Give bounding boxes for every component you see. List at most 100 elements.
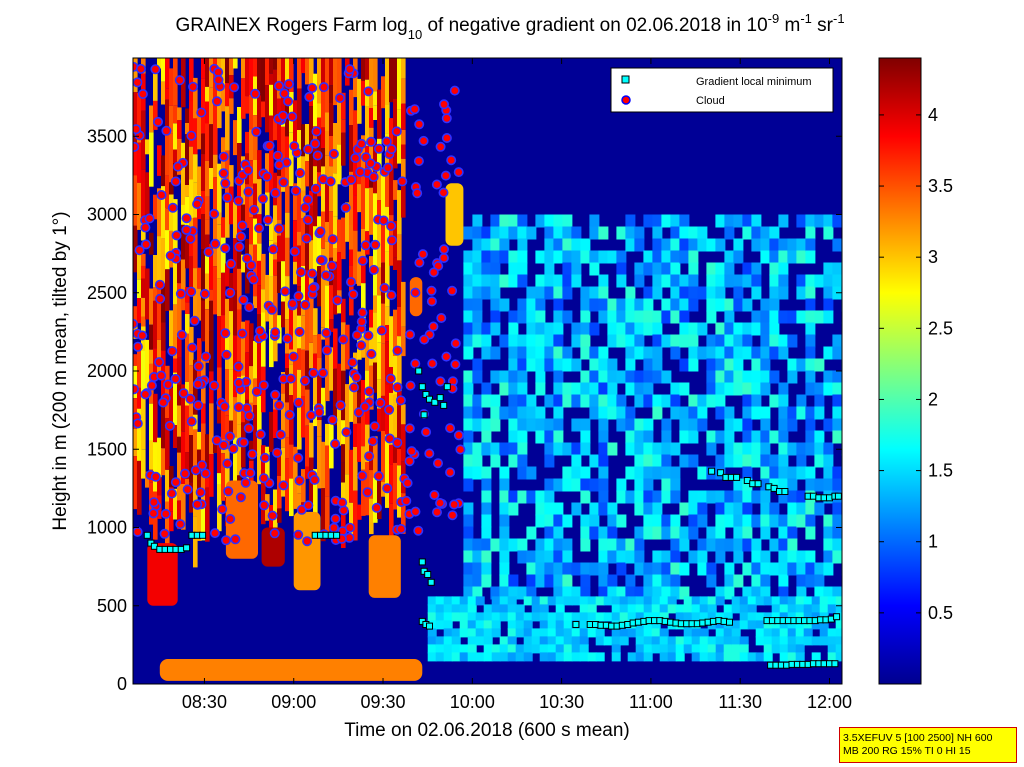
streak-cell — [257, 95, 262, 128]
streak-cell — [181, 142, 186, 159]
cloud-marker — [308, 367, 319, 378]
streak-cell — [389, 118, 394, 153]
haze-cell — [724, 334, 735, 348]
haze-cell — [472, 262, 483, 276]
streak-cell — [245, 58, 250, 97]
streak-cell — [141, 169, 146, 222]
y-tick-label: 3000 — [87, 205, 127, 225]
streak-cell — [185, 185, 190, 197]
cloud-marker — [438, 99, 449, 110]
haze-cell — [535, 514, 546, 528]
cloud-marker — [366, 348, 377, 359]
mixed-layer-cell — [459, 644, 469, 654]
streak-cell — [205, 58, 210, 87]
haze-cell — [733, 574, 744, 588]
haze-cell — [760, 358, 771, 372]
cloud-marker — [384, 433, 395, 444]
streak-cell — [161, 58, 166, 82]
haze-cell — [724, 502, 735, 516]
haze-cell — [499, 442, 510, 456]
streak-cell — [257, 260, 262, 286]
cloud-marker — [233, 402, 244, 413]
haze-cell — [742, 394, 753, 408]
cloud-marker — [190, 465, 201, 476]
streak-cell — [381, 220, 386, 263]
haze-cell — [733, 346, 744, 360]
haze-cell — [805, 502, 816, 516]
haze-cell — [508, 370, 519, 384]
gradient-minimum-marker — [420, 411, 428, 419]
streak-cell — [257, 226, 262, 244]
haze-cell — [706, 490, 717, 504]
streak-cell — [189, 239, 194, 257]
gradient-minimum-marker — [443, 383, 451, 391]
mixed-layer-cell — [835, 596, 842, 606]
cloud-marker — [308, 282, 319, 293]
cloud-marker — [363, 86, 374, 97]
gradient-minimum-marker — [572, 621, 580, 628]
streak-cell — [341, 217, 346, 260]
haze-cell — [472, 586, 483, 600]
haze-cell — [751, 430, 762, 444]
cloud-marker — [150, 64, 161, 75]
mixed-layer-cell — [523, 636, 533, 646]
streak-cell — [245, 184, 250, 228]
streak-cell — [317, 58, 322, 104]
haze-cell — [526, 298, 537, 312]
haze-cell — [463, 562, 474, 576]
mixed-layer-cell — [723, 644, 733, 654]
haze-cell — [715, 490, 726, 504]
streak-cell — [321, 148, 326, 167]
haze-cell — [517, 250, 528, 264]
haze-cell — [517, 490, 528, 504]
cloud-marker — [133, 341, 143, 352]
haze-cell — [724, 370, 735, 384]
haze-cell — [652, 214, 663, 228]
mixed-layer-cell — [755, 596, 765, 606]
cloud-marker — [159, 528, 170, 539]
haze-cell — [751, 406, 762, 420]
cloud-marker — [274, 159, 285, 170]
haze-cell — [643, 478, 654, 492]
haze-cell — [499, 550, 510, 564]
haze-cell — [841, 478, 842, 492]
haze-cell — [805, 214, 816, 228]
streak-cell — [249, 94, 254, 130]
streak-cell — [361, 410, 366, 447]
haze-cell — [643, 382, 654, 396]
cloud-marker — [300, 202, 311, 213]
haze-cell — [715, 274, 726, 288]
haze-cell — [463, 406, 474, 420]
streak-cell — [309, 141, 314, 191]
haze-cell — [823, 346, 834, 360]
haze-cell — [832, 238, 842, 252]
streak-cell — [285, 353, 290, 368]
cloud-marker — [254, 223, 265, 234]
streak-cell — [301, 349, 306, 396]
cloud-marker — [192, 199, 203, 210]
cloud-marker — [249, 204, 260, 215]
cloud-marker — [223, 486, 234, 497]
mixed-layer-cell — [771, 612, 781, 622]
haze-cell — [490, 238, 501, 252]
haze-cell — [634, 262, 645, 276]
cloud-marker — [364, 451, 375, 462]
mixed-layer-cell — [635, 612, 645, 622]
cloud-marker — [429, 489, 440, 500]
haze-cell — [841, 274, 842, 288]
mixed-layer-cell — [787, 644, 797, 654]
mixed-layer-cell — [723, 604, 733, 614]
gradient-minimum-marker — [422, 391, 430, 398]
haze-cell — [598, 382, 609, 396]
cloud-marker — [228, 443, 239, 454]
mixed-layer-cell — [707, 596, 717, 606]
streak-cell — [313, 469, 318, 518]
title-prefix: GRAINEX Rogers Farm log — [175, 15, 407, 36]
mixed-layer-cell — [475, 612, 485, 622]
mixed-layer-cell — [531, 628, 541, 638]
mixed-layer-cell — [563, 620, 573, 630]
haze-cell — [751, 394, 762, 408]
cloud-marker — [353, 407, 364, 418]
streak-cell — [361, 380, 366, 411]
streak-cell — [161, 155, 166, 187]
